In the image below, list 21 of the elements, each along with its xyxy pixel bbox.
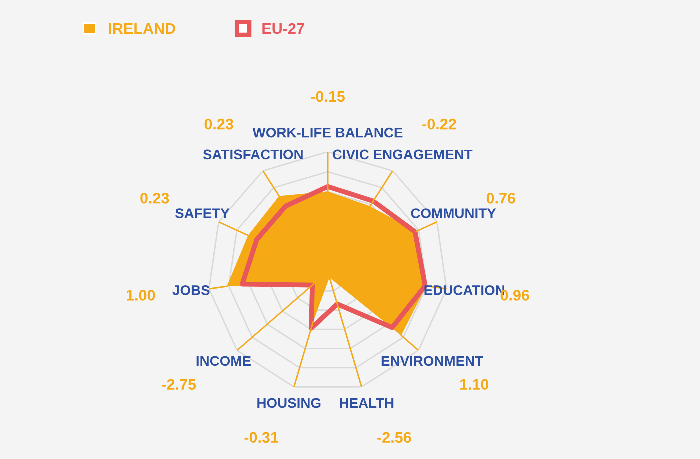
text: -0.22 [422, 118, 456, 130]
spoke-label: COMMUNITY [411, 208, 496, 218]
text: 0.23 [140, 193, 170, 204]
text: 1.10 [460, 379, 489, 390]
spoke-label: JOBS [172, 286, 210, 296]
spoke-label: CIVIC ENGAGEMENT [332, 150, 473, 160]
text: 0.76 [486, 193, 516, 204]
text: -2.56 [378, 432, 412, 444]
spoke-label: INCOME [196, 356, 251, 366]
spoke-label: SATISFACTION [203, 150, 303, 160]
spoke-label: SAFETY [175, 208, 230, 218]
spoke-label: HEALTH [340, 398, 394, 408]
text: -2.75 [162, 379, 196, 390]
spoke-label: HOUSING [258, 398, 321, 408]
text: 0.23 [204, 118, 234, 130]
text: -0.31 [244, 432, 279, 444]
legend-label: IRELAND [109, 23, 176, 34]
spoke-label: WORK-LIFE BALANCE [252, 128, 403, 138]
text: 1.00 [127, 290, 156, 301]
legend-label: EU-27 [262, 23, 304, 34]
text: -0.15 [311, 91, 345, 102]
